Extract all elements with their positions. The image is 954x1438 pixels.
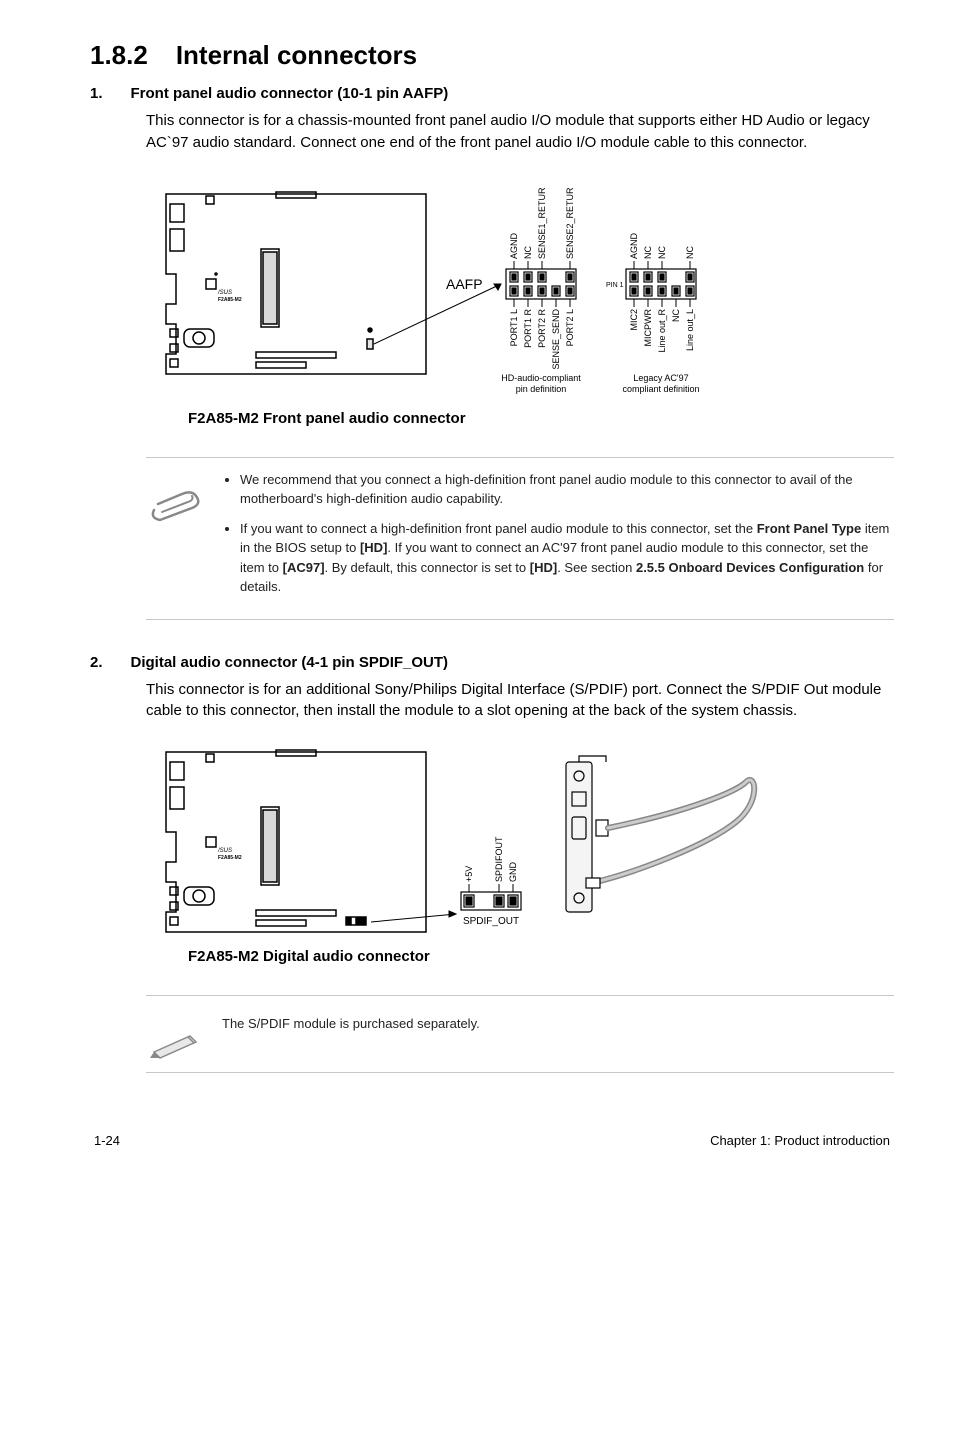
item1-title: Front panel audio connector (10-1 pin AA…: [131, 85, 449, 102]
footer-right: Chapter 1: Product introduction: [710, 1133, 890, 1148]
hd-top-pin-4: SENSE2_RETUR: [565, 186, 575, 258]
n1b2-b2: [HD]: [360, 540, 387, 555]
item2-title: Digital audio connector (4-1 pin SPDIF_O…: [131, 654, 449, 671]
note-icon-paperclip: [146, 470, 204, 526]
note1-bullet2: If you want to connect a high-definition…: [240, 519, 890, 597]
item1-heading: 1. Front panel audio connector (10-1 pin…: [90, 85, 894, 102]
n1b2-b4: [HD]: [530, 560, 557, 575]
board-brand-label: /SUS: [217, 290, 232, 296]
note-block-2: The S/PDIF module is purchased separatel…: [146, 995, 894, 1073]
pin1-label: PIN 1: [606, 282, 624, 289]
item1-diagram: /SUS F2A85-M2 AAFP: [146, 174, 894, 427]
n1b2-m3: . By default, this connector is set to: [325, 560, 530, 575]
hd-bot-pin-2: PORT2 R: [537, 308, 547, 347]
lg-bot-pin-3: NC: [671, 308, 681, 321]
note2-text: The S/PDIF module is purchased separatel…: [222, 1008, 480, 1034]
hd-bot-pin-1: PORT1 R: [523, 308, 533, 347]
lg-def2: compliant definition: [622, 384, 699, 394]
n1b2-b5: 2.5.5 Onboard Devices Configuration: [636, 560, 864, 575]
n1b2-m4: . See section: [557, 560, 636, 575]
note-block-1: We recommend that you connect a high-def…: [146, 457, 894, 620]
hd-top-pin-2: SENSE1_RETUR: [537, 186, 547, 258]
hd-top-pin-0: AGND: [509, 232, 519, 259]
spdif-diagram-svg: /SUS F2A85-M2 +5V: [146, 742, 786, 942]
spdif-pin-3: GND: [508, 862, 518, 883]
hd-top-pin-1: NC: [523, 245, 533, 258]
lg-bot-pin-0: MIC2: [629, 309, 639, 331]
board-model-label-2: F2A85-M2: [218, 855, 242, 861]
item1-caption: F2A85-M2 Front panel audio connector: [188, 410, 894, 427]
item2-body: This connector is for an additional Sony…: [146, 679, 894, 723]
hd-header: AGND NC SENSE1_RETUR SENSE2_RETUR PORT1 …: [501, 186, 581, 393]
aafp-label: AAFP: [446, 276, 483, 292]
lg-top-pin-1: NC: [643, 245, 653, 258]
n1b2-pre: If you want to connect a high-definition…: [240, 521, 757, 536]
spdif-conn-label: SPDIF_OUT: [463, 916, 519, 927]
footer-left: 1-24: [94, 1133, 120, 1148]
lg-bot-pin-1: MICPWR: [643, 308, 653, 346]
n1b2-b3: [AC97]: [283, 560, 325, 575]
item2-diagram: /SUS F2A85-M2 +5V: [146, 742, 894, 965]
lg-bot-pin-2: Line out_R: [657, 308, 667, 352]
spdif-module: [566, 756, 754, 912]
item1-num: 1.: [90, 85, 103, 102]
section-heading: 1.8.2 Internal connectors: [90, 40, 894, 71]
n1b2-b1: Front Panel Type: [757, 521, 862, 536]
item2-heading: 2. Digital audio connector (4-1 pin SPDI…: [90, 654, 894, 671]
spdif-pin-0: +5V: [464, 866, 474, 882]
page: 1.8.2 Internal connectors 1. Front panel…: [0, 0, 954, 1178]
board-brand-label-2: /SUS: [217, 848, 232, 854]
note1-bullet1: We recommend that you connect a high-def…: [240, 470, 890, 509]
spdif-header: +5V SPDIFOUT GND SPDIF_OUT: [461, 836, 521, 927]
board-model-label: F2A85-M2: [218, 297, 242, 303]
lg-bot-pin-4: Line out_L: [685, 309, 695, 351]
aafp-diagram-svg: /SUS F2A85-M2 AAFP: [146, 174, 786, 404]
spdif-pin-2: SPDIFOUT: [494, 836, 504, 882]
item2-num: 2.: [90, 654, 103, 671]
item2-caption: F2A85-M2 Digital audio connector: [188, 948, 894, 965]
note1-list: We recommend that you connect a high-def…: [222, 470, 890, 607]
page-footer: 1-24 Chapter 1: Product introduction: [90, 1133, 894, 1148]
lg-top-pin-0: AGND: [629, 232, 639, 259]
hd-def2: pin definition: [516, 384, 567, 394]
section-title: Internal connectors: [176, 40, 417, 71]
section-number: 1.8.2: [90, 40, 148, 71]
hd-bot-pin-0: PORT1 L: [509, 309, 519, 346]
lg-top-pin-2: NC: [657, 245, 667, 258]
hd-bot-pin-4: PORT2 L: [565, 309, 575, 346]
legacy-header: AGND NC NC NC MIC2 MICPWR Line out_R NC …: [606, 232, 700, 394]
note-icon-pencil: [146, 1008, 204, 1060]
hd-bot-pin-3: SENSE_SEND: [551, 308, 561, 369]
item1-body: This connector is for a chassis-mounted …: [146, 110, 894, 154]
hd-def1: HD-audio-compliant: [501, 373, 581, 383]
lg-top-pin-4: NC: [685, 245, 695, 258]
lg-def1: Legacy AC'97: [633, 373, 688, 383]
